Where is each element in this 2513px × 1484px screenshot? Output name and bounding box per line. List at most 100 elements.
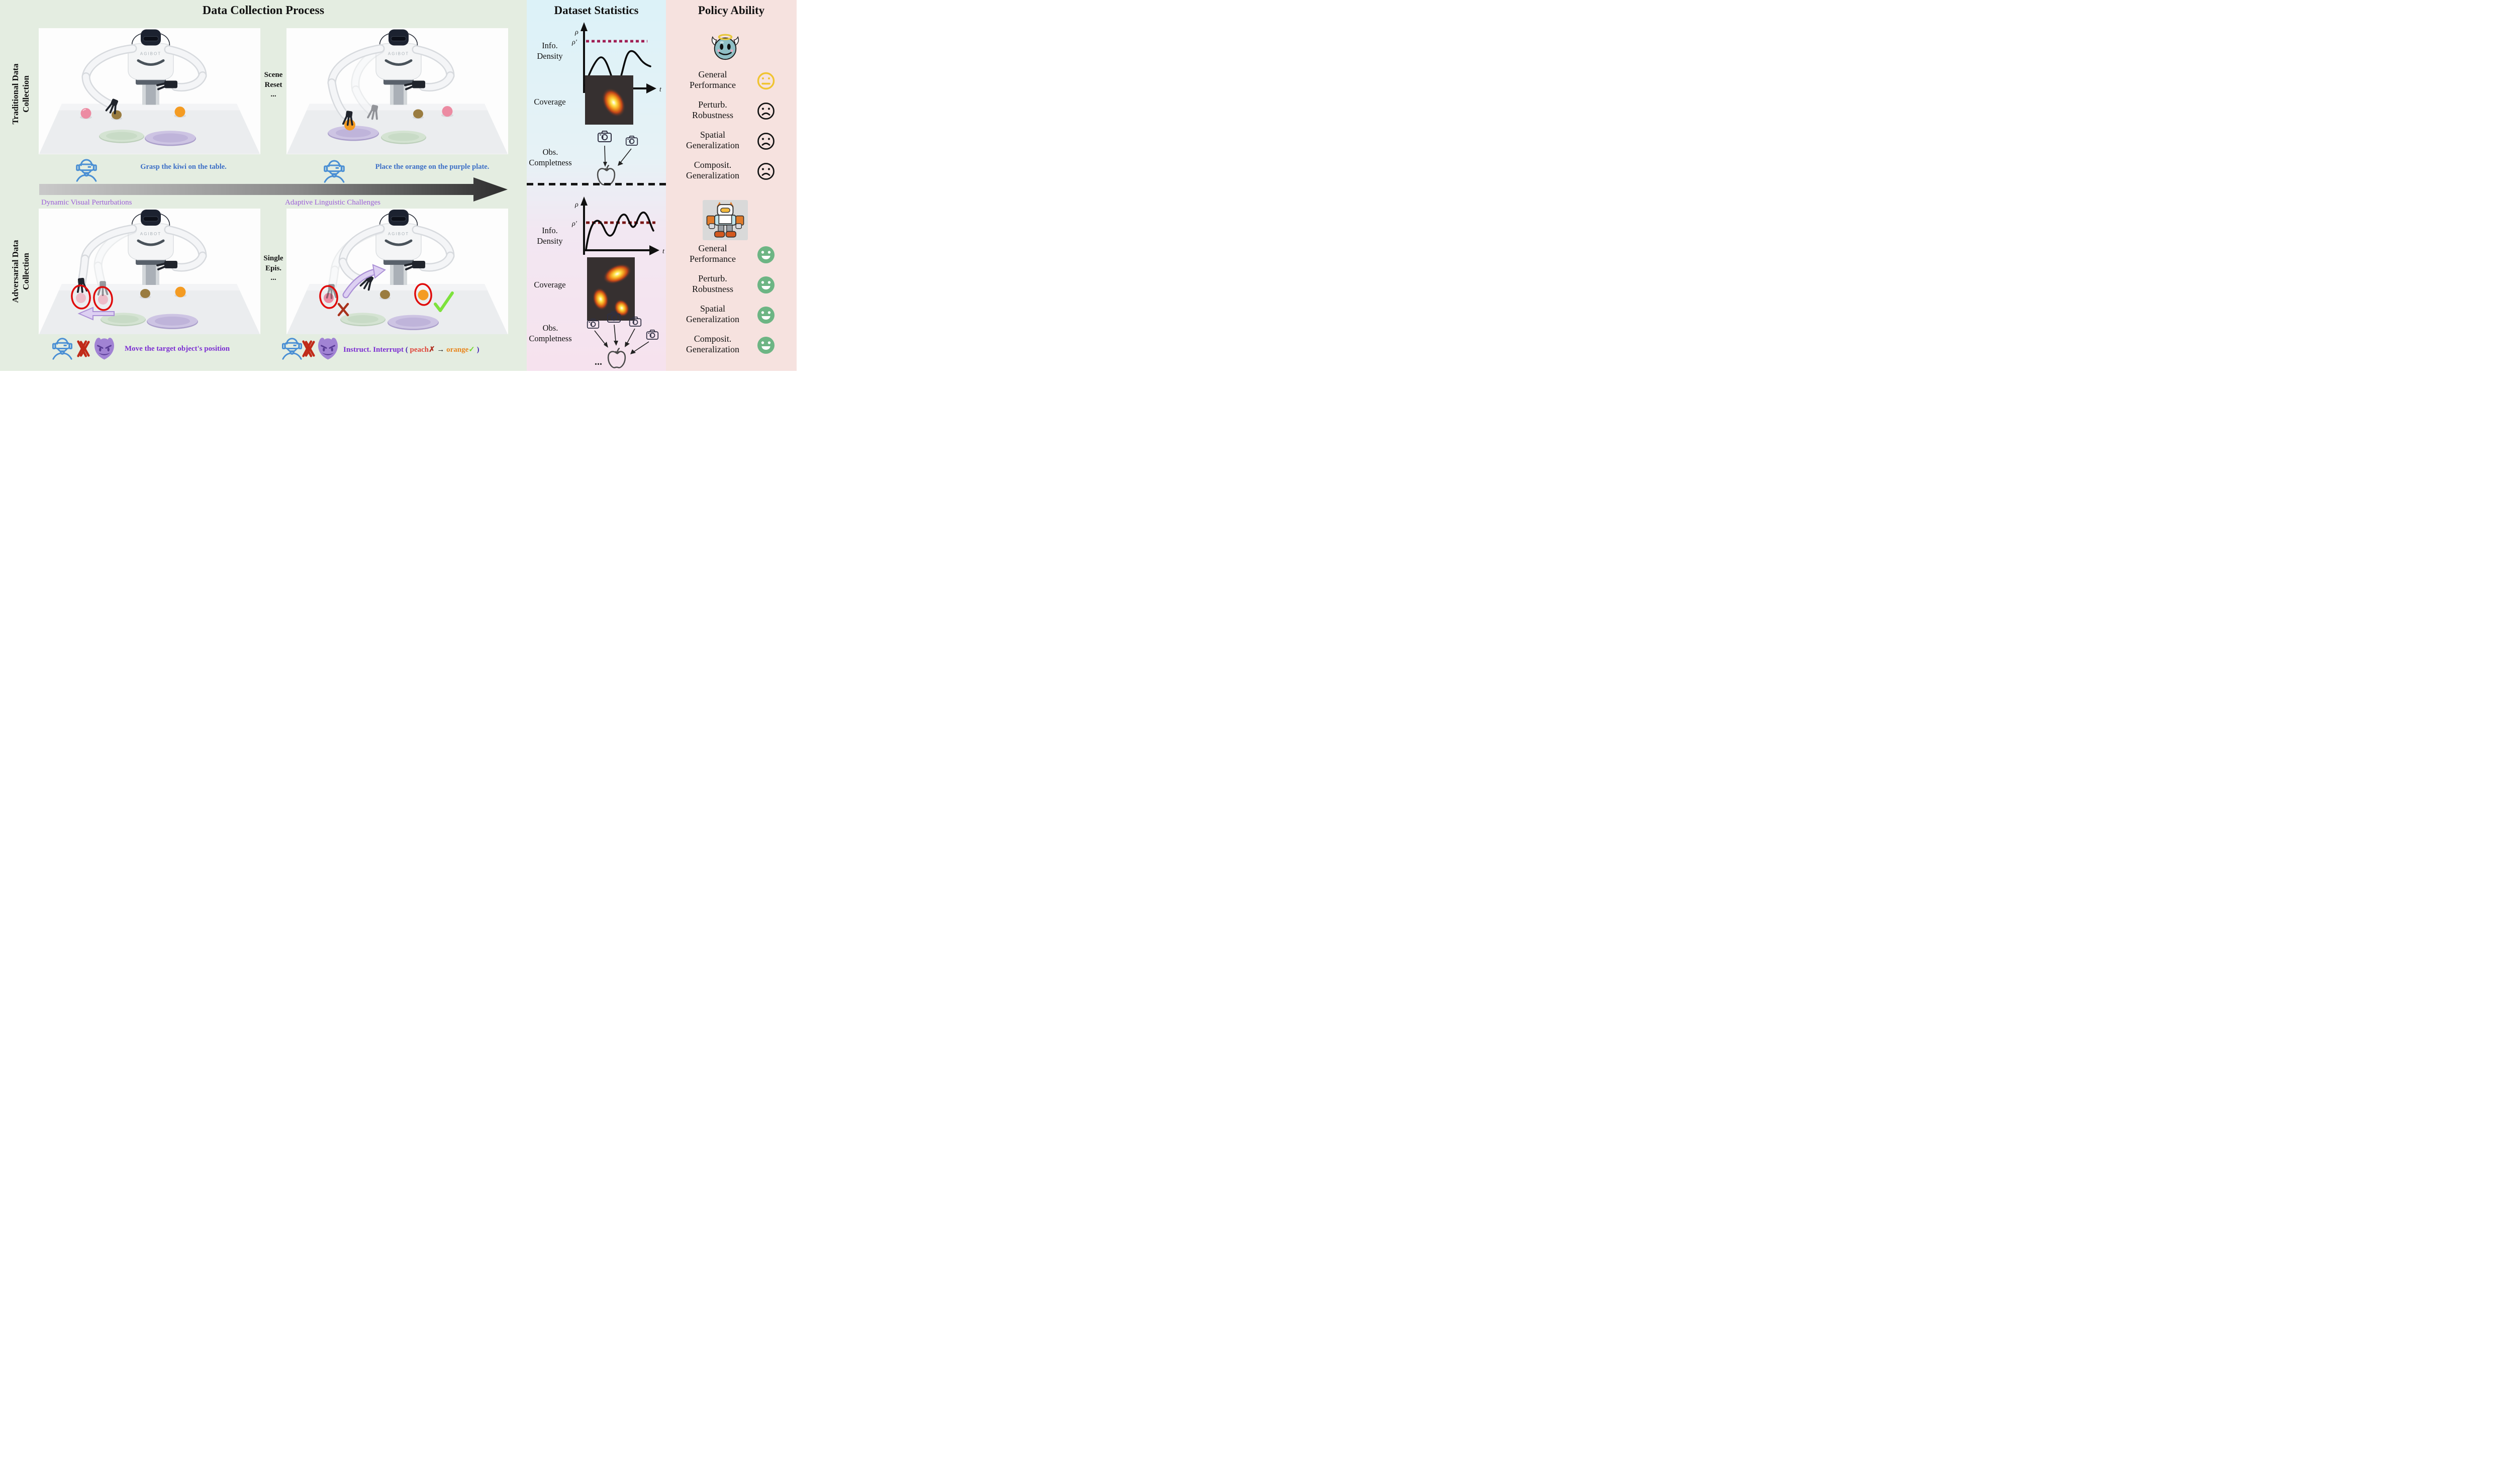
stats-title: Dataset Statistics: [554, 4, 639, 17]
scene-adversarial-move: AGIBOT: [39, 209, 260, 334]
sad-face-icon: [756, 162, 776, 181]
photo-traditional-grasp: AGIBOT: [39, 28, 260, 154]
timeline-arrow: [39, 177, 508, 202]
angel-policy-icon: [710, 32, 741, 62]
policy-row-general-top: General Performance: [690, 69, 736, 90]
robot-brand-label: AGIBOT: [388, 232, 409, 236]
devil-adversary-icon: [93, 336, 116, 361]
t-axis-label: t: [662, 248, 665, 255]
annotation-orange-accepted: [414, 283, 454, 312]
stat-label-obs-top: Obs. Completness: [529, 147, 572, 168]
left-arm-placing: [327, 44, 385, 131]
dashed-separator: [527, 183, 797, 185]
apple-target-icon: [597, 165, 616, 185]
stat-label-info-density-bottom: Info. Density: [537, 226, 563, 246]
fruits: [80, 107, 186, 120]
rho-axis-label: ρ: [574, 29, 578, 36]
camera-icon: [629, 316, 642, 327]
camera-icon: [625, 135, 638, 146]
camera-icon: [587, 318, 600, 329]
fruits: [324, 289, 429, 303]
rho-axis-label: ρ: [574, 201, 578, 209]
single-episode-label: Single Epis. ...: [263, 254, 283, 282]
vr-teleoperator-icon: [281, 335, 303, 360]
rho-prime-label: ρ': [571, 39, 577, 46]
info-density-plot-bottom: ρ ρ' t: [571, 196, 665, 255]
happy-face-icon: [756, 336, 776, 355]
t-axis-label: t: [659, 86, 662, 93]
vr-teleoperator-icon: [52, 335, 73, 360]
photo-adversarial-interrupt: AGIBOT: [286, 209, 508, 334]
stat-label-info-density-top: Info. Density: [537, 41, 563, 61]
policy-row-perturb-bottom: Perturb. Robustness: [692, 273, 733, 294]
row-label-traditional: Traditional Data Collection: [11, 63, 31, 125]
more-cameras-ellipsis: ...: [595, 356, 602, 367]
obs-cameras-top: [597, 131, 638, 185]
fruits: [413, 106, 453, 119]
policy-row-spatial-top: Spatial Generalization: [686, 130, 739, 150]
scene-reset-label: Scene Reset ...: [264, 71, 283, 98]
stat-label-coverage-bottom: Coverage: [534, 280, 566, 289]
purple-plate: [145, 131, 196, 146]
caption-grasp: Grasp the kiwi on the table.: [140, 163, 227, 171]
annotation-move-arrow: [77, 307, 115, 321]
apple-target-icon: [607, 348, 626, 368]
paren-close: ): [476, 346, 479, 354]
rho-prime-label: ρ': [571, 220, 577, 228]
policy-row-general-bottom: General Performance: [690, 243, 736, 264]
orange-in-gripper: [344, 119, 355, 131]
camera-icon: [646, 329, 659, 340]
check-icon: [434, 291, 454, 312]
policy-row-composit-bottom: Composit. Generalization: [686, 334, 739, 354]
sad-face-icon: [756, 132, 776, 151]
density-curve: [585, 211, 654, 251]
policy-row-composit-top: Composit. Generalization: [686, 160, 739, 180]
stat-label-coverage-top: Coverage: [534, 97, 566, 107]
scene-traditional-place: AGIBOT: [286, 28, 508, 154]
row-label-adversarial: Adversarial Data Collection: [11, 240, 31, 303]
left-arm: [75, 224, 137, 293]
check-icon: ✓: [468, 346, 475, 354]
figure-canvas: Data Collection Process Traditional Data…: [0, 0, 797, 371]
paren-open: (: [405, 346, 408, 354]
old-target: peach: [410, 346, 429, 354]
label-dynamic-visual-perturbations: Dynamic Visual Perturbations: [41, 199, 132, 207]
policy-row-spatial-bottom: Spatial Generalization: [686, 304, 739, 324]
x-icon: ✗: [429, 346, 435, 354]
neutral-face-icon: [756, 71, 776, 90]
scene-adversarial-interrupt: AGIBOT: [286, 209, 508, 334]
caption-interrupt: Instruct. Interrupt ( peach✗ → orange✓ ): [343, 346, 479, 354]
robot-brand-label: AGIBOT: [140, 232, 161, 236]
policy-title: Policy Ability: [698, 4, 765, 17]
green-plate: [99, 129, 144, 143]
no-teleop-cross-icon: [76, 340, 90, 358]
label-adaptive-linguistic-challenges: Adaptive Linguistic Challenges: [285, 199, 380, 207]
fruits: [76, 286, 186, 305]
annotation-redirect-arrow: [342, 264, 386, 299]
coverage-heatmap-top: [585, 75, 633, 125]
camera-icon: [598, 131, 612, 142]
happy-face-icon: [756, 275, 776, 294]
camera-icon: [607, 311, 621, 323]
x-icon: [337, 303, 349, 317]
robot-brand-label: AGIBOT: [388, 52, 409, 56]
annotation-red-circles: [71, 284, 113, 311]
arrow-icon: →: [437, 346, 445, 354]
devil-adversary-icon: [317, 336, 339, 361]
caption-place: Place the orange on the purple plate.: [375, 163, 490, 171]
panel-policy-ability: Policy Ability: [666, 0, 797, 371]
coverage-heatmap-bottom: [587, 257, 635, 321]
green-plate: [381, 130, 426, 144]
panel-data-collection-process: Data Collection Process Traditional Data…: [0, 0, 527, 371]
purple-plate: [388, 315, 439, 330]
caption-move: Move the target object's position: [125, 345, 230, 353]
new-target: orange: [446, 346, 469, 354]
no-teleop-cross-icon: [302, 340, 315, 358]
photo-adversarial-move: AGIBOT: [39, 209, 260, 334]
robot-brand-label: AGIBOT: [140, 52, 161, 56]
process-title: Data Collection Process: [202, 4, 325, 17]
sad-face-icon: [756, 102, 776, 121]
stat-label-obs-bottom: Obs. Completness: [529, 323, 572, 344]
obs-cameras-bottom: ...: [587, 311, 659, 368]
purple-plate: [147, 314, 198, 329]
